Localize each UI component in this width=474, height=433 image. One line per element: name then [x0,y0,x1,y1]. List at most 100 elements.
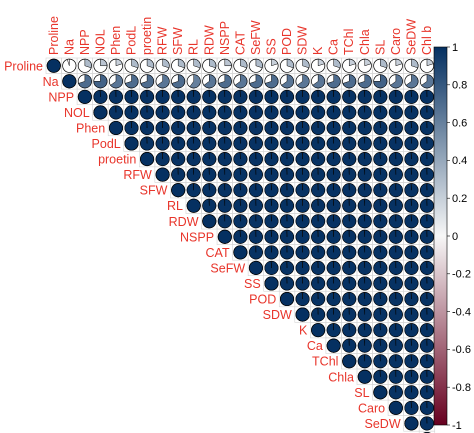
corr-pie-Chla-Chla [357,369,372,384]
corr-pie-RDW-Chl b [419,214,435,229]
corr-pie-Proline-PodL [124,58,139,73]
corr-pie-Chla-Chl b [419,369,435,384]
corr-pie-Na-SeFW [248,74,263,89]
corr-pie-Proline-SFW [171,58,186,73]
corr-pie-SFW-K [311,183,326,198]
corr-pie-NOL-NSPP [217,105,232,120]
correlation-cells [46,58,435,433]
col-label-RL: RL [187,39,201,55]
corr-pie-NPP-RL [186,89,201,104]
corr-pie-RDW-RDW [202,214,217,229]
corr-pie-PodL-K [311,136,326,151]
corr-pie-SS-SeDW [404,276,419,291]
corr-pie-RDW-SeFW [248,214,263,229]
corr-pie-NPP-PodL [124,89,139,104]
corr-pie-Proline-RDW [202,58,217,73]
corr-pie-Na-Phen [108,74,123,89]
corr-pie-Na-POD [280,74,295,89]
corr-pie-SDW-SDW [295,307,310,322]
corr-pie-SeFW-SeFW [248,260,263,275]
corr-pie-SDW-SeDW [404,307,419,322]
corr-pie-RFW-RDW [202,167,217,182]
corr-pie-POD-TChl [342,292,357,307]
corr-pie-NSPP-CAT [233,229,248,244]
col-label-Proline: Proline [47,16,61,55]
col-label-SeDW: SeDW [404,19,418,55]
row-label-K: K [299,324,308,338]
row-label-SeDW: SeDW [365,417,401,431]
corr-pie-Na-CAT [233,74,248,89]
corr-pie-Na-RL [186,74,201,89]
corr-pie-SeDW-Chl b [419,416,435,431]
corr-pie-NOL-K [311,105,326,120]
column-labels: Proline Na NPP NOL Phen PodL proetin RFW SFW RL RD… [47,16,434,55]
corr-pie-RL-Chla [357,198,372,213]
corr-pie-NPP-Caro [388,89,403,104]
colorbar-tick-label: -0.8 [452,382,471,394]
row-label-POD: POD [249,293,276,307]
corr-pie-NOL-RL [186,105,201,120]
corr-pie-Proline-NPP [77,58,92,73]
corr-pie-NPP-SFW [171,89,186,104]
corr-pie-NOL-SeDW [404,105,419,120]
corr-pie-RL-POD [280,198,295,213]
corr-pie-NOL-Ca [326,105,341,120]
row-label-SeFW: SeFW [210,261,245,275]
corr-pie-proetin-SeFW [248,152,263,167]
corr-pie-SL-Chl b [419,385,435,400]
corr-pie-Phen-RFW [155,120,170,135]
corr-pie-K-TChl [342,323,357,338]
col-label-RDW: RDW [202,25,216,55]
corr-pie-proetin-Chl b [419,152,435,167]
corr-pie-RL-CAT [233,198,248,213]
colorbar-tick-label: 0 [452,231,458,243]
corr-pie-PodL-proetin [140,136,155,151]
corr-pie-RFW-RL [186,167,201,182]
corr-pie-Proline-SL [373,58,388,73]
corr-pie-RDW-SS [264,214,279,229]
corr-pie-Proline-Chla [357,58,372,73]
col-label-Chla: Chla [358,29,372,55]
corr-pie-TChl-Chl b [419,354,435,369]
corr-pie-Caro-Chl b [419,400,435,415]
corr-pie-RFW-SeFW [248,167,263,182]
corr-pie-SFW-RL [186,183,201,198]
col-label-SS: SS [264,38,278,55]
corr-pie-Na-Chla [357,74,372,89]
corr-pie-Proline-NSPP [217,58,232,73]
corr-pie-proetin-RFW [155,152,170,167]
corr-pie-Proline-RL [186,58,201,73]
corr-pie-Na-RDW [202,74,217,89]
corr-pie-POD-K [311,292,326,307]
corr-pie-Caro-Caro [388,400,403,415]
corr-pie-PodL-Ca [326,136,341,151]
corr-pie-proetin-SL [373,152,388,167]
corr-pie-Ca-Caro [388,338,403,353]
corr-pie-SFW-CAT [233,183,248,198]
row-label-Na: Na [43,75,59,89]
corr-pie-SS-Chla [357,276,372,291]
corr-pie-proetin-RDW [202,152,217,167]
corr-pie-Na-NPP [77,74,92,89]
corr-pie-proetin-NSPP [217,152,232,167]
col-label-SDW: SDW [296,26,310,55]
corr-pie-Na-RFW [155,74,170,89]
col-label-proetin: proetin [140,17,154,55]
corr-pie-NSPP-Chl b [419,229,435,244]
corr-pie-SDW-TChl [342,307,357,322]
col-label-NPP: NPP [78,29,92,55]
corr-pie-RDW-TChl [342,214,357,229]
col-label-Phen: Phen [109,26,123,55]
corr-pie-proetin-CAT [233,152,248,167]
corr-pie-SS-SL [373,276,388,291]
colorbar-tick-label: -0.6 [452,344,471,356]
corr-pie-Proline-Phen [108,58,123,73]
corr-pie-Proline-NOL [93,58,108,73]
corr-pie-Phen-SL [373,120,388,135]
corr-pie-NPP-NSPP [217,89,232,104]
corr-pie-PodL-NSPP [217,136,232,151]
corr-pie-PodL-PodL [124,136,139,151]
corr-pie-PodL-RL [186,136,201,151]
corr-pie-SeFW-POD [280,260,295,275]
corr-pie-Chla-SL [373,369,388,384]
